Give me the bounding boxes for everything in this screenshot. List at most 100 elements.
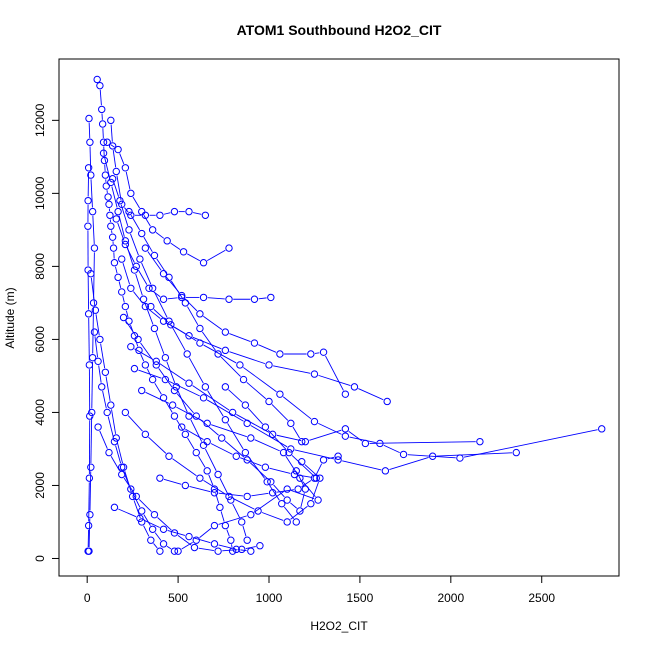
series-line-segment (94, 336, 99, 358)
series-line-segment (220, 356, 241, 377)
series-line-segment (283, 506, 295, 519)
series-line-segment (304, 464, 318, 476)
series-line-segment (389, 457, 429, 471)
series-line-segment (192, 537, 211, 544)
series-line-segment (187, 437, 195, 450)
data-point (238, 518, 246, 526)
data-point (110, 437, 119, 446)
data-point (314, 496, 322, 504)
data-point (112, 215, 120, 223)
x-axis-label: H2O2_CIT (310, 619, 368, 633)
data-point (265, 397, 273, 406)
data-point (178, 423, 186, 431)
data-point (136, 255, 144, 263)
data-point (243, 536, 251, 544)
series-line-segment (243, 367, 277, 393)
series-line-segment (290, 502, 298, 509)
y-tick-label: 6000 (33, 326, 47, 353)
series-line-segment (229, 351, 266, 365)
data-point (241, 448, 250, 457)
data-point (165, 317, 173, 325)
data-point (84, 196, 92, 205)
y-tick-label: 4000 (33, 399, 47, 426)
data-point (307, 500, 315, 508)
data-point (100, 156, 109, 165)
data-point (161, 375, 170, 384)
series-line-segment (254, 439, 280, 452)
data-point (310, 474, 319, 482)
data-point (199, 259, 208, 267)
data-point (125, 207, 133, 216)
series-line-segment (89, 146, 92, 171)
series-line-segment (198, 547, 215, 551)
data-point (192, 412, 200, 420)
data-point (196, 474, 204, 482)
data-point (228, 408, 237, 417)
data-point (243, 492, 251, 501)
series-line-segment (207, 297, 225, 300)
data-point (101, 368, 110, 376)
data-point (256, 542, 264, 550)
series-line-segment (156, 258, 168, 275)
data-point (238, 545, 246, 554)
data-point (148, 375, 157, 384)
series-line-segment (140, 354, 145, 362)
series-line-segment (120, 204, 129, 226)
data-point (128, 492, 137, 501)
series-line-segment (166, 361, 176, 384)
data-point (512, 448, 520, 457)
series-line-segment (208, 474, 214, 486)
series-line-segment (383, 444, 400, 454)
data-point (292, 467, 300, 475)
data-point (152, 361, 160, 369)
series-line-segment (165, 401, 173, 413)
series-line-segment (203, 479, 226, 495)
data-point (130, 266, 139, 274)
series-line-segment (192, 385, 230, 411)
series-line-segment (211, 424, 247, 438)
data-point (316, 474, 324, 482)
series-line-segment (138, 499, 152, 513)
data-point (178, 291, 186, 300)
x-tick-label: 2500 (528, 591, 555, 605)
data-point (86, 138, 94, 146)
data-point (105, 448, 113, 457)
series-line-segment (206, 249, 226, 262)
series-line-segment (290, 490, 315, 500)
series-line-segment (90, 416, 93, 464)
series-line-segment (242, 525, 247, 537)
data-point (214, 470, 222, 479)
series-line-segment (292, 426, 300, 439)
series-line-segment (127, 415, 143, 432)
data-point (221, 328, 230, 336)
data-point (118, 470, 126, 479)
data-point (263, 478, 271, 486)
data-point (90, 328, 99, 336)
data-point (125, 226, 133, 234)
series-line-segment (269, 467, 291, 474)
series-line-segment (170, 242, 181, 250)
series-line-segment (116, 175, 122, 201)
series-line-segment (203, 315, 223, 331)
series-line-segment (273, 365, 311, 374)
series-line-segment (298, 474, 313, 478)
data-point (334, 456, 342, 464)
data-point (170, 386, 179, 395)
series-line-segment (163, 478, 182, 485)
data-point (102, 182, 110, 190)
data-point (285, 448, 293, 457)
data-point (225, 492, 233, 501)
series-line-segment (147, 251, 162, 271)
series-line-segment (227, 423, 244, 450)
x-tick-label: 0 (84, 591, 91, 605)
data-point (84, 266, 92, 274)
data-point (135, 346, 143, 355)
data-point (278, 500, 286, 508)
data-point (181, 299, 190, 307)
series-line-segment (88, 518, 91, 547)
data-point (268, 430, 277, 439)
series-line-segment (126, 244, 134, 267)
series-line-segment (300, 493, 305, 508)
series-line-segment (89, 471, 92, 511)
